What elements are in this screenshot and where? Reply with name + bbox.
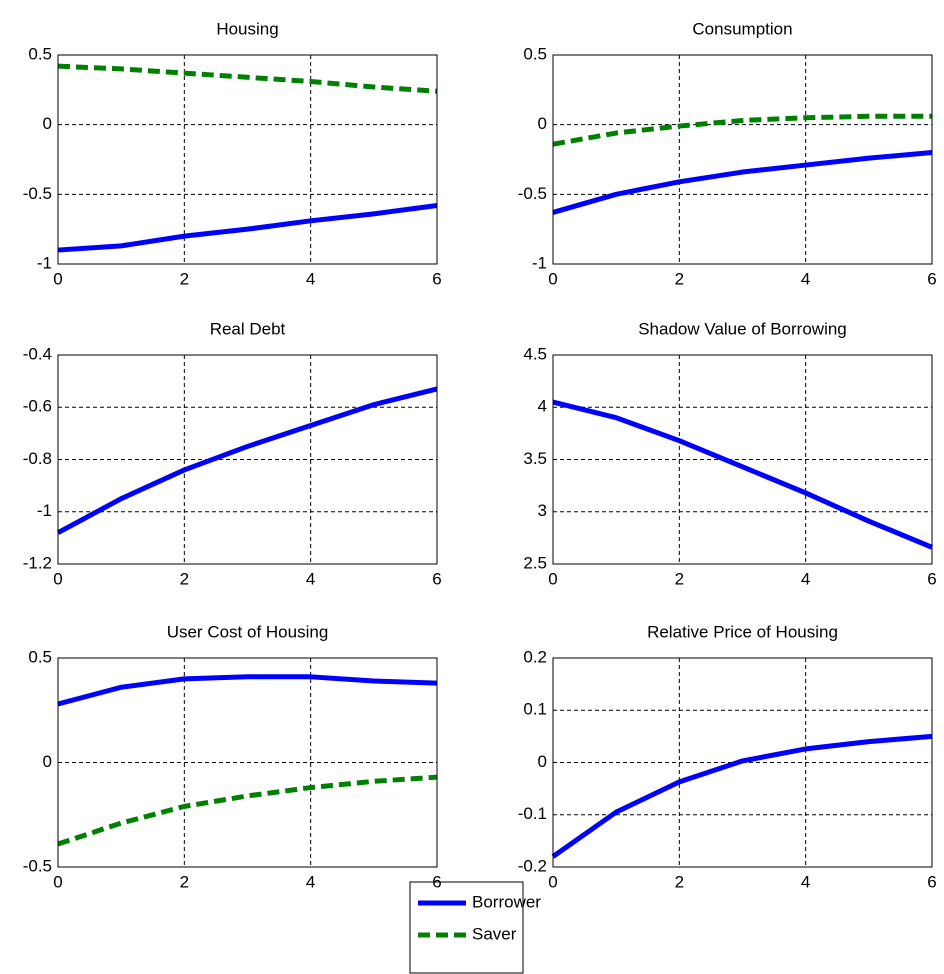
x-tick-label: 2 — [675, 872, 684, 891]
y-tick-label: 0.5 — [28, 647, 52, 666]
plot-area — [58, 55, 437, 264]
y-tick-label: 0.5 — [28, 44, 52, 63]
y-tick-label: -0.4 — [23, 344, 52, 363]
y-tick-label: -0.5 — [518, 184, 547, 203]
series-line — [552, 113, 932, 147]
subplot: Housing -1 -0.5 0 0.5 0 2 4 6 — [23, 19, 442, 288]
x-tick-label: 0 — [53, 269, 62, 288]
legend-label: Saver — [472, 924, 517, 943]
series-line — [56, 386, 438, 535]
y-tick-label: -0.8 — [23, 449, 52, 468]
y-tick-label: -0.2 — [518, 856, 547, 875]
x-tick-label: 4 — [306, 269, 315, 288]
y-tick-label: -0.5 — [23, 856, 52, 875]
x-tick-label: 4 — [306, 569, 315, 588]
axes-frame — [57, 54, 438, 265]
y-tick-label: 0.5 — [523, 44, 547, 63]
y-tick-label: 4.5 — [523, 344, 547, 363]
x-tick-label: 6 — [432, 872, 441, 891]
subplot-title: Real Debt — [210, 319, 286, 338]
subplot: Consumption -1 -0.5 0 0.5 0 2 4 6 — [518, 19, 937, 288]
series-line — [57, 63, 438, 94]
axes-frame — [552, 54, 933, 265]
x-tick-label: 0 — [548, 872, 557, 891]
x-tick-label: 0 — [548, 269, 557, 288]
y-tick-label: 0.1 — [523, 700, 547, 719]
x-tick-label: 2 — [675, 569, 684, 588]
y-tick-label: 0 — [538, 752, 547, 771]
x-tick-label: 0 — [53, 872, 62, 891]
subplot-title: Relative Price of Housing — [647, 622, 838, 641]
axes-frame — [57, 657, 438, 868]
legend-box — [409, 881, 524, 974]
x-tick-label: 0 — [53, 569, 62, 588]
y-tick-label: 0 — [538, 114, 547, 133]
subplot-title: Housing — [216, 19, 278, 38]
y-tick-label: -0.6 — [23, 397, 52, 416]
legend: Borrower Saver — [409, 881, 541, 974]
axes-frame — [57, 354, 438, 565]
y-tick-label: 2.5 — [523, 553, 547, 572]
x-tick-label: 6 — [927, 872, 936, 891]
series-line — [552, 150, 933, 215]
x-tick-label: 6 — [432, 569, 441, 588]
subplot-title: User Cost of Housing — [167, 622, 329, 641]
series-line — [552, 399, 933, 550]
y-tick-label: -0.5 — [23, 184, 52, 203]
series-line — [551, 733, 933, 859]
subplot: User Cost of Housing-0.500.50 2 4 6 — [23, 622, 442, 891]
subplot-title: Shadow Value of Borrowing — [638, 319, 847, 338]
axes-frame — [552, 657, 933, 868]
x-tick-label: 0 — [548, 569, 557, 588]
x-tick-label: 6 — [927, 269, 936, 288]
subplot: Shadow Value of Borrowing 2.5 3 3.5 4 4.5 0 2 4 6 — [523, 319, 936, 588]
y-tick-label: -0.1 — [518, 804, 547, 823]
subplot: Real Debt -1.2 -1 -0.8 -0.6 -0.4 0 2 4 6 — [23, 319, 442, 588]
x-tick-label: 4 — [801, 269, 810, 288]
y-tick-label: 0.2 — [523, 647, 547, 666]
y-tick-label: 3 — [538, 501, 547, 520]
y-tick-label: -1.2 — [23, 553, 52, 572]
y-tick-label: -1 — [37, 253, 52, 272]
x-tick-label: 4 — [306, 872, 315, 891]
legend-label: Borrower — [472, 892, 541, 911]
axes-frame — [552, 354, 933, 565]
x-tick-label: 2 — [675, 269, 684, 288]
x-tick-label: 6 — [432, 269, 441, 288]
y-tick-label: 3.5 — [523, 449, 547, 468]
x-tick-label: 2 — [180, 872, 189, 891]
y-tick-label: -1 — [532, 253, 547, 272]
series-line — [57, 674, 438, 707]
x-tick-label: 2 — [180, 569, 189, 588]
series-line — [57, 203, 438, 253]
subplot-title: Consumption — [692, 19, 792, 38]
y-tick-label: -1 — [37, 501, 52, 520]
x-tick-label: 2 — [180, 269, 189, 288]
y-tick-label: 0 — [43, 114, 52, 133]
subplot: Relative Price of Housing -0.2 -0.1 0 0.1 0.2… — [518, 622, 937, 891]
x-tick-label: 4 — [801, 872, 810, 891]
x-tick-label: 6 — [927, 569, 936, 588]
x-tick-label: 4 — [801, 569, 810, 588]
y-tick-label: 0 — [43, 752, 52, 771]
y-tick-label: 4 — [538, 397, 547, 416]
